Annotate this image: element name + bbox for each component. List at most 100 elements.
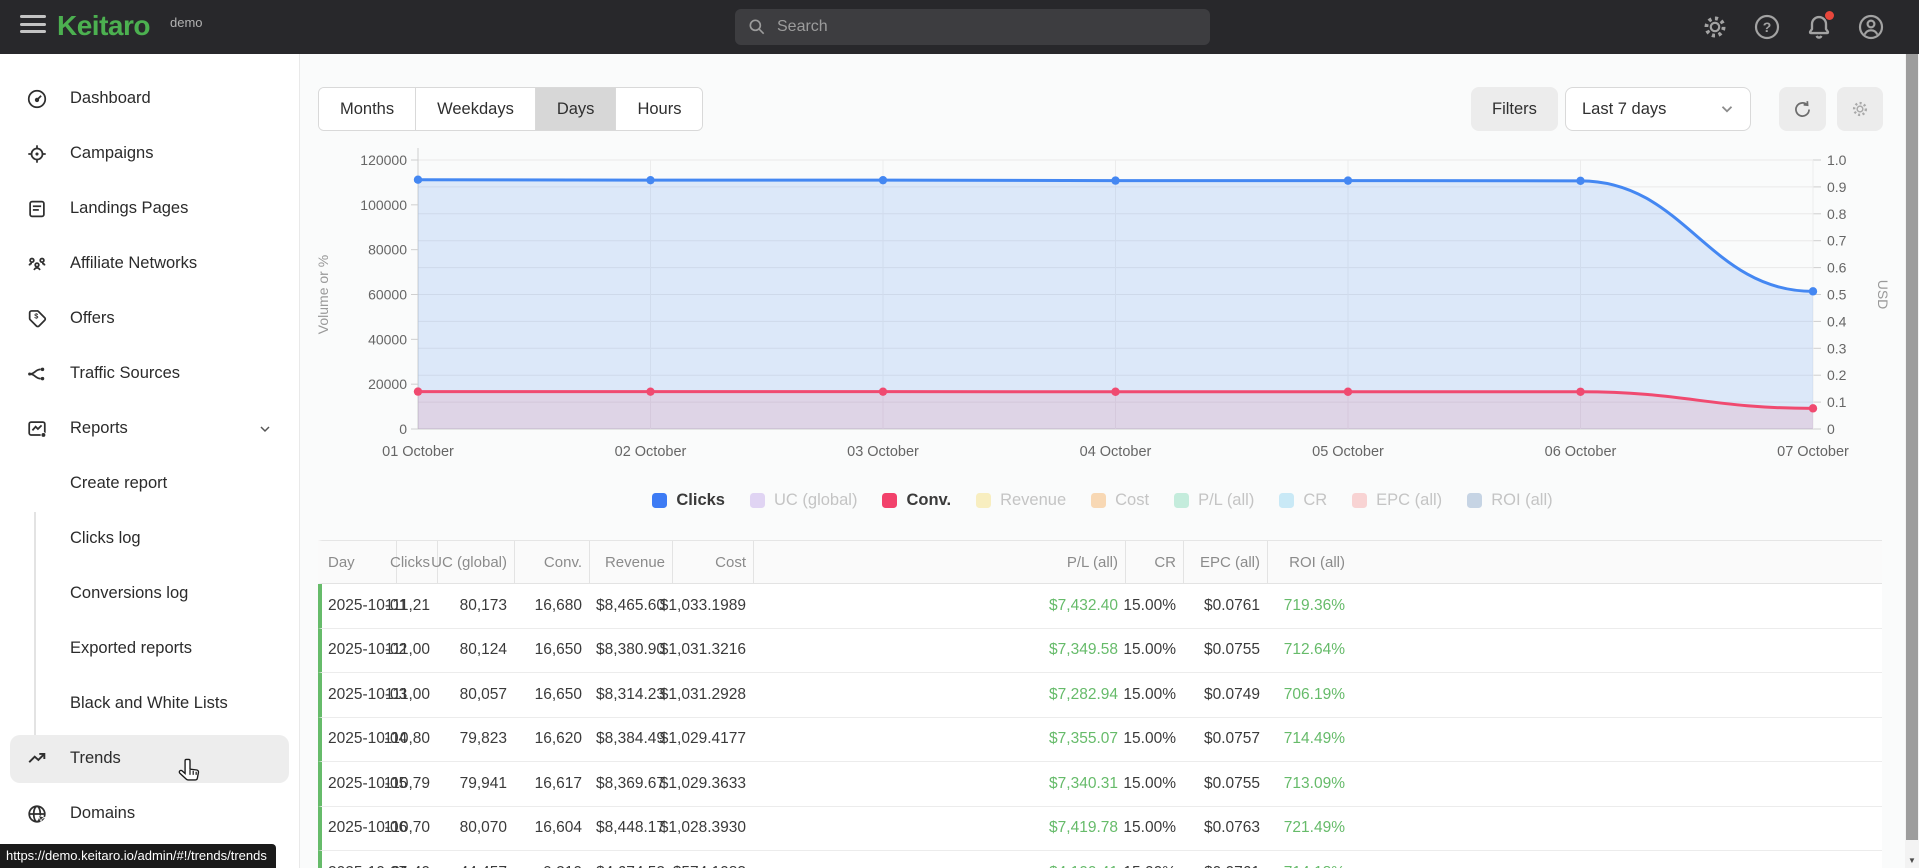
table-row[interactable]: 2025-10-02 111,00 80,124 16,650 $8,380.90 $1,… [318, 628, 1882, 673]
table-header-cell[interactable]: Cost [672, 541, 753, 583]
table-row[interactable]: 2025-10-06 110,70 80,070 16,604 $8,448.17 $1,… [318, 806, 1882, 851]
sidebar-label: Landings Pages [70, 199, 189, 217]
domains-icon [28, 804, 46, 823]
status-url-tooltip: https://demo.keitaro.io/admin/#!/trends/… [0, 844, 276, 868]
scrollbar-thumb[interactable] [1906, 54, 1918, 840]
table-cell: 110,80 [383, 730, 430, 748]
notification-badge [1825, 11, 1834, 20]
table-header-cell[interactable]: Day [328, 553, 355, 571]
scrollbar-down-arrow[interactable]: ▼ [1905, 854, 1919, 868]
table-cell: 15.00% [1123, 730, 1176, 748]
svg-text:0.5: 0.5 [1827, 287, 1847, 303]
sidebar-item-dashboard[interactable]: Dashboard [0, 71, 299, 126]
table-cell: 16,620 [534, 730, 582, 748]
tab-hours[interactable]: Hours [615, 88, 703, 130]
table-header-cell[interactable]: Revenue [589, 541, 672, 583]
svg-text:USD: USD [1875, 280, 1891, 310]
legend-label: Conv. [906, 491, 952, 509]
table-header-cell[interactable]: CR [1125, 541, 1183, 583]
table-row[interactable]: 2025-10-03 111,00 80,057 16,650 $8,314.23 $1,… [318, 673, 1882, 718]
chart-settings-button[interactable] [1837, 87, 1883, 131]
global-search[interactable] [735, 9, 1210, 45]
table-cell: $4,100.41 [753, 851, 1125, 868]
legend-item[interactable]: Clicks [652, 491, 725, 510]
refresh-button[interactable] [1779, 87, 1826, 131]
sidebar-item-campaigns[interactable]: Campaigns [0, 126, 299, 181]
offers-icon: $ [28, 309, 47, 327]
table-header-cell[interactable]: Clicks [390, 541, 437, 583]
sidebar-item-reports[interactable]: Reports [0, 401, 299, 456]
svg-text:100000: 100000 [360, 197, 407, 213]
sidebar-item-black-white-lists[interactable]: Black and White Lists [70, 694, 228, 712]
settings-icon[interactable] [1701, 13, 1729, 41]
legend-item[interactable]: Cost [1091, 491, 1149, 510]
svg-text:0.9: 0.9 [1827, 179, 1847, 195]
legend-swatch [1352, 493, 1368, 508]
filters-button[interactable]: Filters [1471, 87, 1558, 131]
sidebar-label: Traffic Sources [70, 364, 181, 382]
table-cell: 2025-10-07 [322, 851, 407, 868]
date-range-select[interactable]: Last 7 days [1565, 87, 1751, 131]
sidebar-label: Domains [70, 804, 136, 822]
sidebar-item-landings-pages[interactable]: Landings Pages [0, 181, 299, 236]
table-cell: 9,210 [514, 851, 589, 868]
table-cell: 79,941 [459, 774, 507, 792]
sidebar-item-exported-reports[interactable]: Exported reports [70, 639, 192, 657]
sidebar-item-clicks-log[interactable]: Clicks log [70, 529, 141, 547]
tab-weekdays[interactable]: Weekdays [415, 88, 535, 130]
legend-item[interactable]: ROI (all) [1467, 491, 1553, 510]
vertical-scrollbar[interactable]: ▼ [1905, 54, 1919, 868]
sidebar-item-create-report[interactable]: Create report [70, 474, 168, 492]
table-cell: $0.0749 [1203, 685, 1260, 703]
table-header-cell[interactable]: Conv. [514, 541, 589, 583]
svg-text:40000: 40000 [368, 331, 407, 347]
sidebar-item-conversions-log[interactable]: Conversions log [70, 584, 189, 602]
search-input[interactable] [777, 18, 1198, 36]
sidebar-label: Dashboard [70, 89, 151, 107]
table-cell: 80,173 [459, 596, 507, 614]
sidebar-item-trends[interactable]: Trends [0, 731, 299, 786]
table-header-cell[interactable]: ROI (all) [1267, 541, 1352, 583]
legend-label: CR [1303, 491, 1328, 509]
sidebar-label: Reports [70, 419, 128, 437]
table-cell: 2025-10-05 [328, 774, 408, 792]
trends-chart[interactable]: 0 0.1 0.2 0.3 0.4 0.5 0.6 0.7 0.8 0.9 1.0 01 Octobe… [300, 120, 1905, 475]
sidebar-item-affiliate-networks[interactable]: Affiliate Networks [0, 236, 299, 291]
table-row[interactable]: 2025-10-0761,4044,4579,210$4,674.52$574.… [318, 851, 1882, 868]
table-row[interactable]: 2025-10-04 110,80 79,823 16,620 $8,384.49 $1,… [318, 717, 1882, 762]
table-body: 2025-10-01 111,21 80,173 16,680 $8,465.60 $1,… [318, 584, 1882, 868]
table-header-cell[interactable]: UC (global) [431, 541, 514, 583]
legend-item[interactable]: UC (global) [750, 491, 857, 510]
table-row[interactable]: 2025-10-01 111,21 80,173 16,680 $8,465.60 $1,… [318, 584, 1882, 629]
table-cell: 80,057 [459, 685, 507, 703]
main-content: Months Weekdays Days Hours Filters Last … [300, 54, 1905, 868]
table-cell: $7,349.58 [1049, 641, 1118, 659]
table-header-cell[interactable]: P/L (all) [753, 541, 1125, 583]
sidebar-item-traffic-sources[interactable]: Traffic Sources [0, 346, 299, 401]
legend-item[interactable]: CR [1279, 491, 1327, 510]
table-cell: 80,070 [459, 819, 507, 837]
help-icon[interactable]: ? [1753, 13, 1781, 41]
dashboard-icon [27, 89, 47, 108]
notifications-icon[interactable] [1805, 11, 1834, 41]
table-row[interactable]: 2025-10-05 110,79 79,941 16,617 $8,369.67 $1,… [318, 762, 1882, 807]
svg-text:?: ? [1763, 19, 1772, 35]
account-icon[interactable] [1857, 13, 1885, 41]
legend-item[interactable]: Revenue [976, 491, 1066, 510]
tab-days[interactable]: Days [534, 88, 616, 130]
legend-item[interactable]: P/L (all) [1174, 491, 1254, 510]
table-cell: $8,448.17 [596, 819, 665, 837]
hamburger-menu-icon[interactable] [20, 15, 48, 39]
sidebar-item-offers[interactable]: $ Offers [0, 291, 299, 346]
sidebar-item-domains[interactable]: Domains [0, 786, 299, 841]
table-cell: 2025-10-04 [328, 730, 408, 748]
legend-item[interactable]: EPC (all) [1352, 491, 1442, 510]
tab-months[interactable]: Months [319, 88, 416, 130]
legend-item[interactable]: Conv. [882, 491, 951, 510]
table-cell: $7,340.31 [1049, 774, 1118, 792]
table-cell: $1,029.4177 [659, 730, 746, 748]
app-logo[interactable]: Keitaro [57, 10, 150, 41]
table-header-cell[interactable]: EPC (all) [1183, 541, 1267, 583]
svg-text:05 October: 05 October [1312, 444, 1384, 460]
search-icon [749, 19, 765, 35]
